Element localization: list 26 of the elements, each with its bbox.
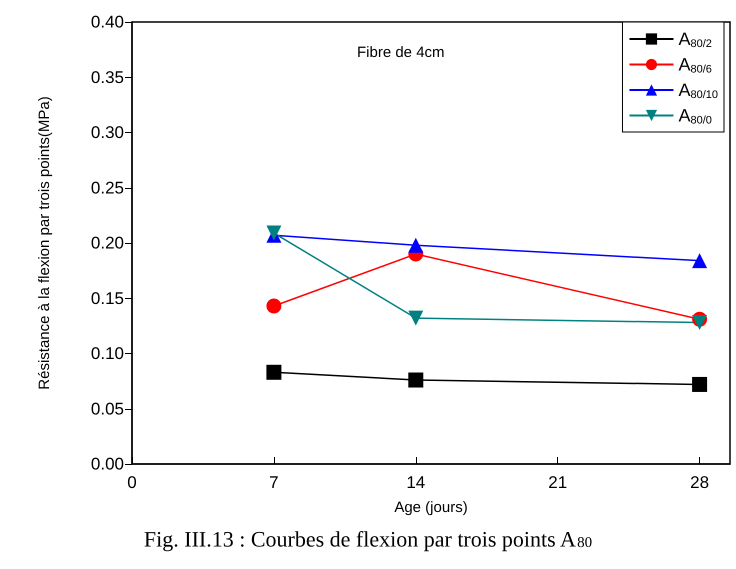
y-tick-label: 0.25 [90, 178, 124, 198]
point [266, 298, 282, 314]
y-tick-label: 0.20 [90, 234, 124, 252]
text: Fibre de 4cm [357, 44, 445, 61]
y-tick-label: 0.35 [90, 68, 124, 87]
text: Fig. III.13 : Courbes de flexion par trois points A80 [144, 526, 592, 552]
y-tick-label: 0.15 [90, 288, 124, 308]
x-tick-label: 21 [548, 473, 568, 492]
y-tick-label: 0.30 [90, 123, 124, 142]
point [692, 315, 708, 330]
point [692, 376, 708, 392]
point [266, 364, 282, 380]
x-axis-title: Age (jours) [394, 499, 468, 516]
point [408, 310, 424, 326]
point [408, 238, 424, 253]
x-tick-label: 7 [269, 473, 279, 492]
point [692, 253, 708, 268]
y-tick-label: 0.40 [90, 12, 124, 32]
x-tick-label: 28 [690, 473, 710, 492]
y-axis-title: Résistance à la flexion par trois points(MPa) [36, 96, 53, 390]
point [408, 372, 424, 388]
x-tick-label: 0 [127, 473, 137, 492]
y-tick-label: 0.05 [90, 399, 124, 418]
y-tick-label: 0.10 [90, 344, 124, 363]
x-tick-label: 14 [406, 473, 426, 492]
y-tick-label: 0.00 [90, 454, 124, 474]
